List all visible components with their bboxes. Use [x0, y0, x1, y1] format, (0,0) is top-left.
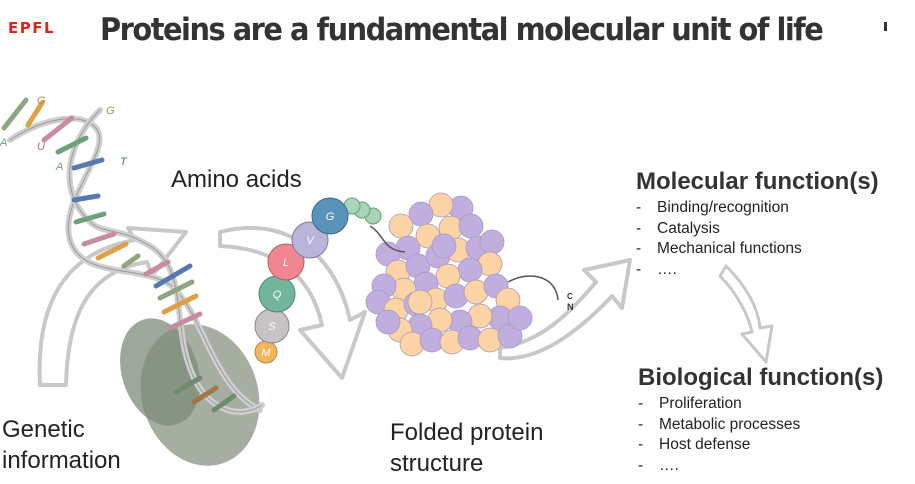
list-item-text: ….	[659, 457, 679, 474]
protein-bead	[389, 214, 413, 238]
amino-acids-label: Amino acids	[171, 164, 302, 195]
list-item: - Proliferation	[638, 394, 883, 415]
protein-bead	[458, 258, 482, 282]
amino-acid-label: L	[283, 257, 289, 269]
list-item: - Catalysis	[636, 219, 879, 240]
biological-function-block: Biological function(s) - Proliferation -M…	[638, 364, 883, 476]
dna-base-label: A	[0, 137, 7, 149]
amino-acid-label: M	[261, 347, 271, 359]
dna-base-label: G	[106, 105, 115, 117]
dna-base-label: A	[55, 161, 63, 173]
folded-protein-line: Folded protein	[390, 417, 543, 448]
list-item-text: Metabolic processes	[659, 416, 800, 433]
molecular-function-heading: Molecular function(s)	[636, 168, 879, 196]
protein-bead	[480, 230, 504, 254]
genetic-information-line: Genetic	[2, 414, 121, 445]
dna-base-label: G	[37, 95, 46, 107]
list-item: - Binding/recognition	[636, 198, 879, 219]
list-item-text: Proliferation	[659, 395, 742, 412]
protein-bead	[432, 234, 456, 258]
list-item: - Host defense	[638, 435, 883, 456]
list-item-text: ….	[657, 261, 677, 278]
amino-acid-label: G	[326, 211, 335, 223]
list-item-text: Catalysis	[657, 220, 720, 237]
genetic-information-line: information	[2, 445, 121, 476]
arrow-molecular-to-biological	[720, 266, 772, 362]
biological-function-heading: Biological function(s)	[638, 364, 883, 392]
protein-bead	[508, 306, 532, 330]
folded-protein-label: Folded protein structure	[390, 417, 543, 479]
list-item-text: Binding/recognition	[657, 199, 789, 216]
list-item: -….	[638, 456, 883, 477]
dna-base-label: T	[120, 156, 128, 168]
protein-bead	[408, 290, 432, 314]
list-item: -….	[636, 260, 879, 281]
ribosome	[107, 308, 278, 481]
molecular-function-block: Molecular function(s) - Binding/recogniti…	[636, 168, 879, 280]
folded-protein	[366, 193, 532, 356]
list-item-text: Host defense	[659, 436, 750, 453]
list-item: - Mechanical functions	[636, 239, 879, 260]
amino-acid-label: S	[268, 321, 276, 333]
list-item-text: Mechanical functions	[657, 240, 802, 257]
folded-protein-line: structure	[390, 448, 543, 479]
genetic-information-label: Genetic information	[2, 414, 121, 476]
n-terminus-label: N	[567, 302, 574, 312]
list-item: - Metabolic processes	[638, 415, 883, 436]
dna-base-label: U	[37, 141, 45, 153]
protein-bead	[459, 214, 483, 238]
protein-bead	[376, 310, 400, 334]
c-terminus-label: C	[567, 292, 573, 301]
amino-acid-label: Q	[273, 289, 282, 301]
